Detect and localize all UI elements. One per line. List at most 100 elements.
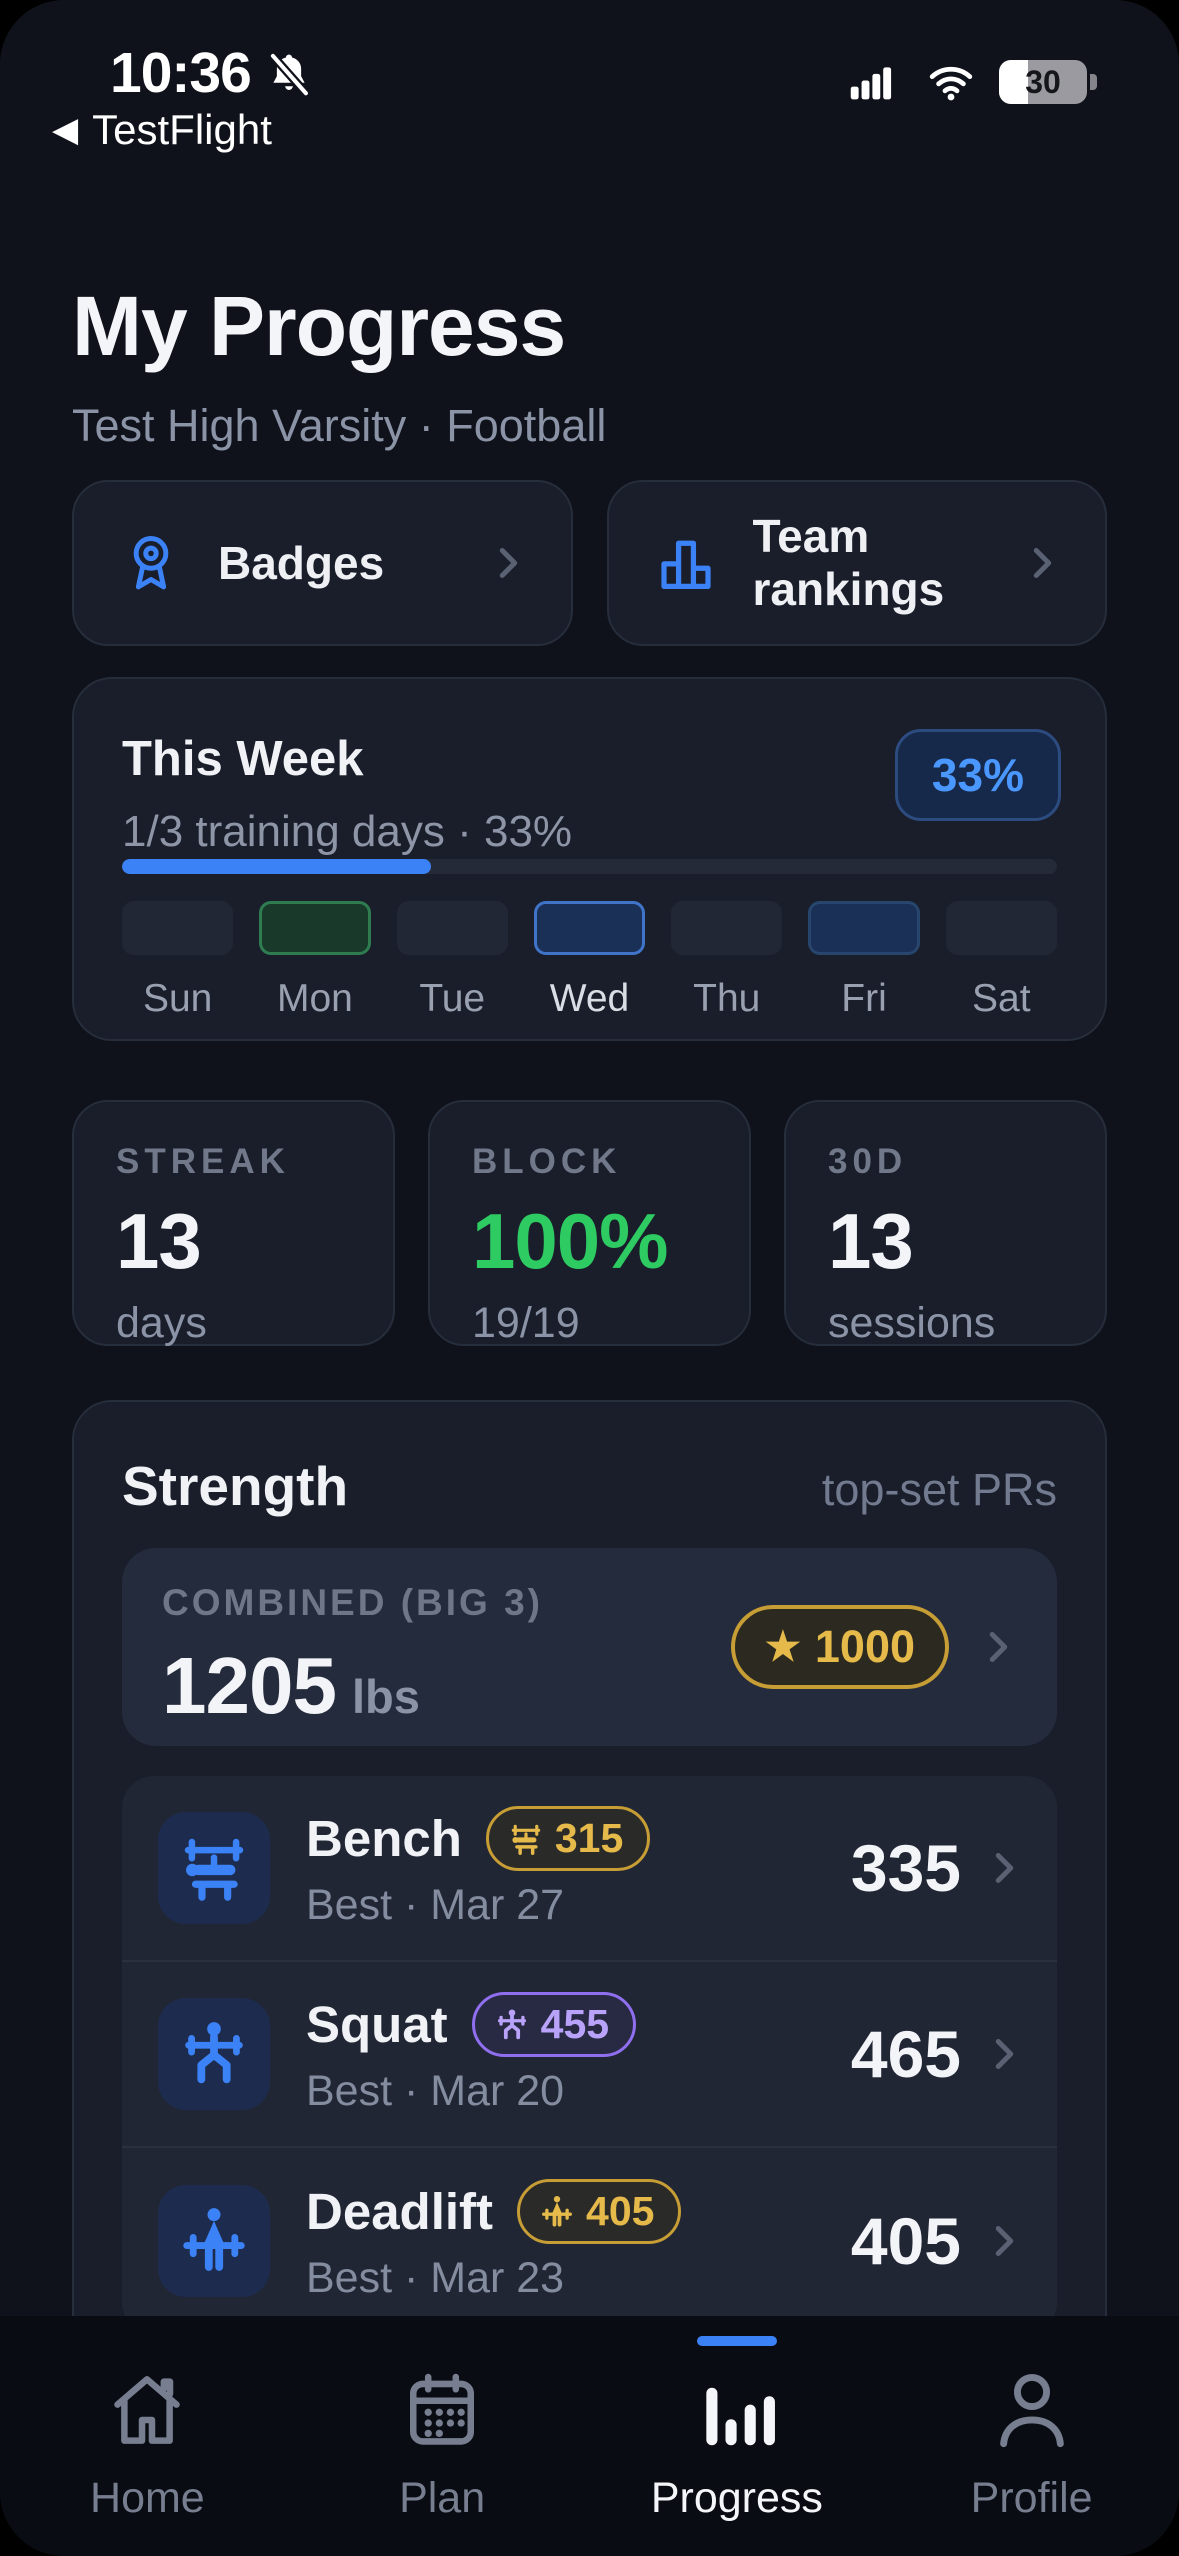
back-app-label: TestFlight <box>92 106 272 153</box>
clock-text: 10:36 <box>110 41 252 105</box>
exercise-info: Bench 315 Best · Mar 27 <box>306 1806 651 1930</box>
tab-bar: Home Plan Progress Profile <box>0 2316 1179 2556</box>
back-to-testflight[interactable]: ◀ TestFlight <box>52 106 272 154</box>
combined-right: ★ 1000 <box>731 1548 1021 1746</box>
badges-button[interactable]: Badges <box>72 480 573 646</box>
day-label: Thu <box>693 977 761 1020</box>
week-subtitle: 1/3 training days · 33% <box>122 807 573 856</box>
battery-nub <box>1090 74 1097 90</box>
tab-plan[interactable]: Plan <box>295 2316 590 2556</box>
day-label: Sat <box>972 977 1031 1020</box>
week-title: This Week <box>122 732 364 786</box>
pr-badge-value: 405 <box>586 2188 655 2234</box>
stat-label: 30D <box>828 1142 908 1181</box>
chevron-right-icon <box>981 2031 1027 2077</box>
strength-title: Strength <box>122 1455 349 1517</box>
week-day-labels: Sun Mon Tue Wed Thu Fri Sat <box>122 977 1057 1021</box>
day-label: Mon <box>276 977 353 1020</box>
thirty-day-stat-card: 30D 13 sessions <box>784 1100 1107 1347</box>
tab-progress[interactable]: Progress <box>590 2316 885 2556</box>
exercise-row-deadlift[interactable]: Deadlift 405 Best · Mar 23 405 <box>122 2148 1057 2334</box>
bell-slash-icon <box>263 49 315 101</box>
back-triangle-icon: ◀ <box>52 111 79 149</box>
exercise-name: Deadlift <box>306 2183 494 2240</box>
battery-body <box>999 60 1087 104</box>
wifi-icon <box>921 58 981 106</box>
pr-badge-gold: 405 <box>517 2179 682 2244</box>
exercise-row-bench[interactable]: Bench 315 Best · Mar 27 335 <box>122 1776 1057 1962</box>
exercise-list: Bench 315 Best · Mar 27 335 <box>122 1776 1057 2334</box>
status-icons: 30 <box>837 58 1097 106</box>
tab-home[interactable]: Home <box>0 2316 295 2556</box>
chevron-right-icon <box>485 540 531 586</box>
active-tab-indicator <box>696 2336 777 2346</box>
this-week-card: This Week 1/3 training days · 33% 33% Su… <box>72 677 1107 1041</box>
pr-badge-purple: 455 <box>471 1992 637 2057</box>
day-label: Sun <box>142 977 213 1020</box>
page-subtitle: Test High Varsity · Football <box>72 400 607 451</box>
pr-badge-value: 315 <box>554 1815 624 1861</box>
exercise-row-squat[interactable]: Squat 455 Best · Mar 20 465 <box>122 1962 1057 2148</box>
battery-percent: 30 <box>1025 63 1061 100</box>
combined-label: COMBINED (BIG 3) <box>162 1582 543 1623</box>
day-pill-thu <box>671 901 783 955</box>
stats-row: STREAK 13 days BLOCK 100% 19/19 30D 13 s… <box>72 1100 1107 1347</box>
combined-unit: lbs <box>351 1670 420 1723</box>
bench-icon-tile <box>158 1812 270 1924</box>
day-label: Fri <box>841 977 887 1020</box>
day-pill-mon <box>259 901 371 955</box>
combined-big3-row[interactable]: COMBINED (BIG 3) 1205 lbs ★ 1000 <box>122 1548 1057 1746</box>
squat-icon-tile <box>158 1998 270 2110</box>
exercise-right: 335 <box>851 1830 1027 1906</box>
home-icon <box>101 2364 193 2456</box>
star-icon: ★ <box>765 1625 801 1669</box>
week-percent-badge: 33% <box>894 729 1061 821</box>
battery-indicator: 30 <box>999 60 1097 104</box>
bench-icon <box>175 1829 253 1907</box>
exercise-best: Best · Mar 20 <box>306 2067 565 2115</box>
exercise-info: Deadlift 405 Best · Mar 23 <box>306 2179 682 2303</box>
team-rankings-button[interactable]: Team rankings <box>606 480 1107 646</box>
exercise-info: Squat 455 Best · Mar 20 <box>306 1992 637 2116</box>
squat-icon <box>175 2015 253 2093</box>
exercise-name: Squat <box>306 1996 448 2053</box>
progress-bars-icon <box>691 2364 783 2456</box>
deadlift-icon <box>175 2202 253 2280</box>
strength-header: Strength top-set PRs <box>122 1454 1057 1518</box>
squat-mini-icon <box>493 2006 531 2044</box>
exercise-best: Best · Mar 23 <box>306 2254 565 2302</box>
day-pill-wed <box>533 901 646 955</box>
exercise-value: 465 <box>850 2017 961 2091</box>
week-day-pills <box>122 901 1057 955</box>
team-rankings-label: Team rankings <box>752 510 945 615</box>
person-icon <box>986 2364 1078 2456</box>
status-time: 10:36 <box>110 40 315 106</box>
combined-value: 1205 <box>162 1641 337 1730</box>
cellular-signal-icon <box>837 60 903 104</box>
block-stat-card: BLOCK 100% 19/19 <box>428 1100 751 1347</box>
exercise-value: 335 <box>850 1831 961 1905</box>
quick-links-row: Badges Team rankings <box>72 480 1107 646</box>
day-label: Wed <box>549 977 630 1020</box>
exercise-name: Bench <box>306 1810 462 1867</box>
week-progress-fill <box>122 859 431 874</box>
stat-value: 100% <box>472 1197 669 1285</box>
page-title: My Progress <box>72 279 566 373</box>
tab-profile[interactable]: Profile <box>884 2316 1179 2556</box>
chevron-right-icon <box>981 2218 1027 2264</box>
strength-card: Strength top-set PRs COMBINED (BIG 3) 12… <box>72 1400 1107 2385</box>
stat-label: BLOCK <box>472 1142 622 1181</box>
milestone-value: 1000 <box>814 1621 915 1672</box>
day-pill-fri <box>808 901 920 955</box>
stat-label: STREAK <box>116 1142 290 1181</box>
tab-label: Profile <box>970 2474 1093 2522</box>
calendar-icon <box>396 2364 488 2456</box>
day-pill-tue <box>396 901 508 955</box>
bench-mini-icon <box>507 1820 545 1858</box>
exercise-best: Best · Mar 27 <box>306 1881 565 1929</box>
chevron-right-icon <box>981 1845 1027 1891</box>
stat-sub: 19/19 <box>472 1299 580 1347</box>
stat-value: 13 <box>116 1197 202 1285</box>
stat-sub: days <box>116 1299 207 1347</box>
